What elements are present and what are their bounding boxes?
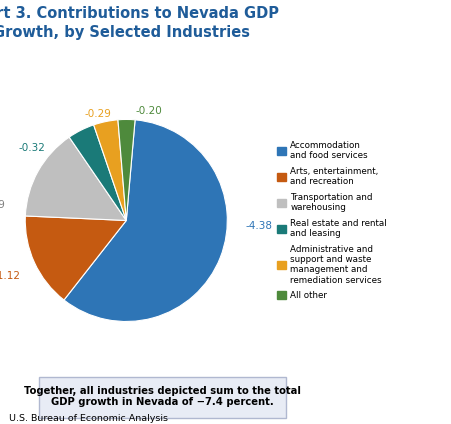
Text: -1.12: -1.12 (0, 271, 20, 281)
Text: Together, all industries depicted sum to the total
GDP growth in Nevada of −7.4 : Together, all industries depicted sum to… (24, 386, 301, 407)
Wedge shape (94, 120, 126, 220)
FancyBboxPatch shape (39, 377, 286, 418)
Text: -0.29: -0.29 (84, 109, 111, 120)
Legend: Accommodation
and food services, Arts, entertainment,
and recreation, Transporta: Accommodation and food services, Arts, e… (277, 141, 387, 300)
Text: -0.20: -0.20 (135, 106, 162, 116)
Wedge shape (118, 120, 135, 220)
Wedge shape (69, 125, 126, 220)
Text: -1.09: -1.09 (0, 200, 5, 210)
Text: U.S. Bureau of Economic Analysis: U.S. Bureau of Economic Analysis (9, 414, 168, 423)
Text: -0.32: -0.32 (18, 143, 46, 153)
Wedge shape (25, 137, 126, 220)
Text: Chart 3. Contributions to Nevada GDP
Growth, by Selected Industries: Chart 3. Contributions to Nevada GDP Gro… (0, 6, 279, 40)
Wedge shape (25, 216, 126, 300)
Wedge shape (64, 120, 227, 321)
Text: -4.38: -4.38 (245, 220, 272, 231)
